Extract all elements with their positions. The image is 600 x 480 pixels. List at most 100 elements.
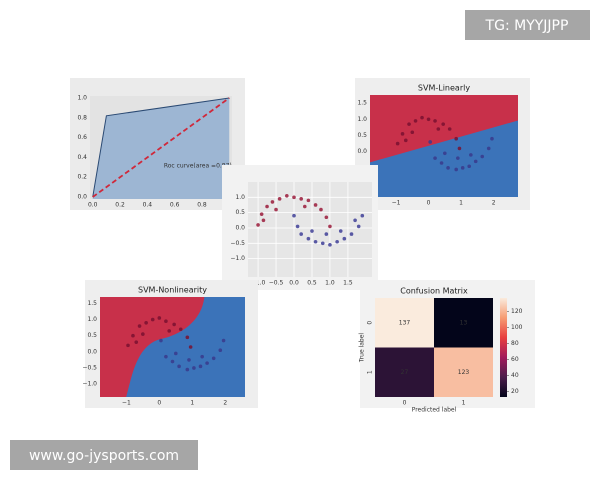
y-tick-label: 0.2: [77, 174, 87, 181]
point: [274, 207, 278, 212]
point: [159, 338, 163, 343]
x-tick-label: −1: [392, 200, 401, 207]
point: [177, 364, 181, 369]
cell-label: 13: [460, 319, 468, 326]
point: [157, 316, 162, 320]
x-tick-label: 1: [459, 200, 463, 207]
point: [441, 122, 445, 126]
point: [167, 329, 172, 333]
x-tick-label: 2: [492, 200, 496, 207]
point: [454, 136, 458, 141]
x-tick-label: 0.0: [289, 280, 299, 287]
point: [187, 358, 191, 362]
cell-label: 123: [458, 369, 470, 376]
point: [173, 351, 178, 356]
y-tick-label: 0.5: [235, 209, 245, 216]
point: [178, 327, 183, 332]
colorbar-tick-label: 120: [511, 308, 523, 315]
y-tick-label: 1.5: [357, 100, 367, 107]
point: [335, 239, 339, 244]
point: [433, 156, 437, 160]
chart-title: Confusion Matrix: [400, 287, 468, 296]
point: [164, 354, 168, 359]
point: [324, 232, 329, 236]
point: [299, 232, 303, 236]
point: [338, 229, 343, 233]
point: [198, 364, 203, 369]
point: [426, 117, 431, 122]
chart: SVM-Nonlinearity −1 0 1 2 −1.0 −0.5 0.0 0.5 1.0 1.…: [82, 280, 258, 408]
point: [292, 213, 296, 218]
point: [320, 241, 325, 246]
annotation: Roc curve(area =0.87): [164, 163, 232, 170]
y-tick-label: 1.0: [235, 194, 245, 201]
point: [456, 156, 460, 160]
point: [324, 215, 329, 220]
colorbar-tick-label: 20: [511, 388, 519, 395]
y-tick-label: −0.5: [82, 364, 97, 371]
plot-area: [248, 182, 372, 277]
point: [256, 223, 260, 227]
chart: Confusion Matrix 137 13 27 123 0 1 0 1 Predicted …: [359, 280, 535, 414]
y-tick-label: 0.5: [87, 332, 97, 339]
point: [469, 153, 473, 157]
line: [92, 97, 230, 198]
x-tick-label: 0.2: [115, 202, 125, 209]
point: [433, 119, 437, 123]
point: [211, 356, 216, 361]
point: [192, 366, 196, 370]
x-tick-label: 1: [190, 400, 194, 407]
colorbar-tick-label: 60: [511, 356, 519, 363]
y-tick-label: 0.0: [357, 148, 367, 155]
point: [185, 335, 190, 340]
point: [172, 322, 176, 327]
point: [137, 324, 142, 328]
point: [261, 218, 266, 223]
x-axis-label: Predicted label: [412, 407, 457, 414]
point: [144, 321, 148, 325]
point: [400, 132, 405, 136]
point: [490, 136, 494, 141]
colorbar-tick-label: 100: [511, 324, 523, 331]
point: [306, 198, 311, 203]
chart-title: SVM-Nonlinearity: [138, 286, 207, 295]
charts: 0.0 0.2 0.4 0.6 0.8 1.0 0.0 0.2 0.4 0.6 0.8 1.0 Roc …: [70, 78, 535, 414]
point: [420, 115, 424, 120]
cell: [375, 347, 434, 397]
point: [292, 195, 296, 200]
x-tick-label: 1: [462, 400, 466, 407]
point: [360, 213, 365, 218]
point: [480, 154, 485, 159]
x-tick-label: 0: [157, 400, 161, 407]
point: [134, 340, 139, 344]
cell-label: 137: [399, 319, 411, 326]
watermark-bottom: www.go-jysports.com: [29, 448, 179, 464]
point: [265, 204, 269, 209]
region: [370, 95, 518, 163]
point: [313, 203, 318, 207]
point: [170, 359, 175, 364]
region: [100, 297, 205, 397]
colorbar-tick-label: 80: [511, 340, 519, 347]
x-tick-label: 0: [403, 400, 407, 407]
line: [92, 97, 230, 198]
y-tick-label: 0.5: [357, 132, 367, 139]
point: [328, 224, 332, 229]
x-tick-label: 0: [427, 200, 431, 207]
point: [439, 161, 444, 165]
point: [486, 146, 491, 151]
y-tick-label: 0.0: [87, 348, 97, 355]
chart-title: SVM-Linearly: [418, 84, 470, 93]
colorbar-tick-label: 40: [511, 372, 519, 379]
x-tick-label: −1: [122, 400, 131, 407]
x-tick-label: 0.6: [170, 202, 180, 209]
y-tick-label: 1.5: [87, 300, 97, 307]
point: [395, 141, 400, 146]
point: [185, 367, 190, 372]
cell: [434, 298, 493, 348]
point: [436, 127, 441, 131]
point: [302, 204, 307, 209]
y-tick-label: 1: [367, 370, 374, 374]
